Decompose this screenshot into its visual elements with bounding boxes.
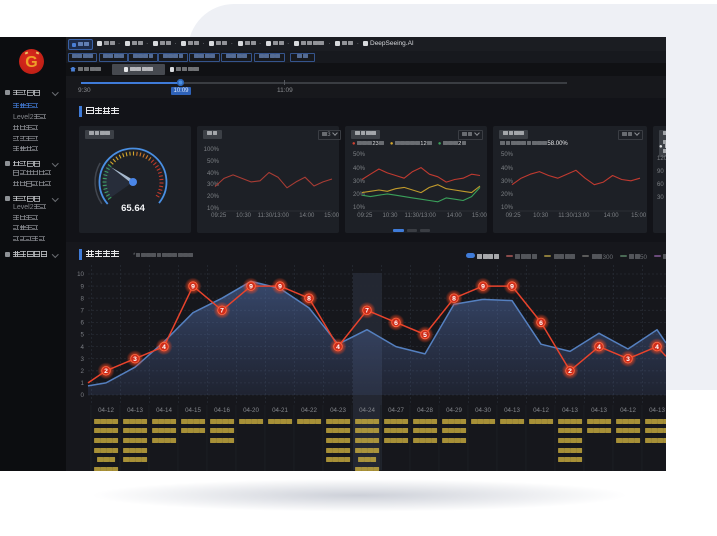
svg-text:6: 6	[81, 320, 85, 327]
svg-text:4: 4	[162, 344, 166, 351]
svg-text:4: 4	[597, 344, 601, 351]
svg-text:7: 7	[365, 308, 369, 315]
svg-text:2: 2	[81, 368, 85, 375]
svg-text:3: 3	[133, 356, 137, 363]
svg-text:3: 3	[81, 356, 85, 363]
svg-text:8: 8	[81, 295, 85, 302]
svg-text:9: 9	[481, 284, 485, 291]
svg-text:8: 8	[307, 296, 311, 303]
svg-text:6: 6	[394, 320, 398, 327]
svg-text:5: 5	[423, 332, 427, 339]
svg-text:7: 7	[81, 308, 85, 315]
svg-text:1: 1	[81, 380, 85, 387]
svg-text:3: 3	[626, 356, 630, 363]
svg-text:8: 8	[452, 296, 456, 303]
svg-text:2: 2	[104, 368, 108, 375]
svg-text:4: 4	[336, 344, 340, 351]
svg-text:9: 9	[81, 283, 85, 290]
svg-text:9: 9	[191, 284, 195, 291]
svg-text:0: 0	[81, 392, 85, 399]
svg-text:6: 6	[539, 320, 543, 327]
svg-text:9: 9	[278, 284, 282, 291]
svg-text:2: 2	[568, 368, 572, 375]
svg-text:5: 5	[81, 332, 85, 339]
svg-text:4: 4	[81, 344, 85, 351]
svg-text:9: 9	[510, 284, 514, 291]
svg-text:4: 4	[655, 344, 659, 351]
svg-text:9: 9	[249, 284, 253, 291]
svg-text:7: 7	[220, 308, 224, 315]
svg-text:65.64: 65.64	[121, 203, 145, 214]
svg-text:10: 10	[77, 271, 84, 278]
